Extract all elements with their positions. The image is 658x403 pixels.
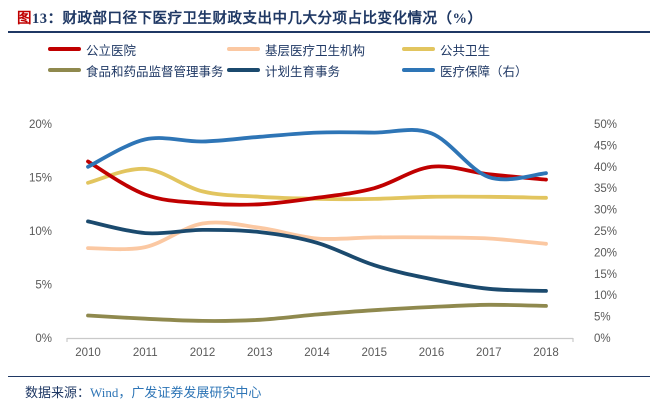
legend-swatch bbox=[402, 67, 435, 73]
legend-item-food-drug-admin: 食品和药品监督管理事务 bbox=[48, 62, 224, 79]
legend-item-family-planning: 计划生育事务 bbox=[227, 62, 341, 79]
legend-label: 基层医疗卫生机构 bbox=[265, 43, 366, 58]
series-line-4 bbox=[86, 219, 548, 293]
chart-legend: 公立医院 基层医疗卫生机构 公共卫生 食品和药品监督管理事务 计划生育事务 医疗… bbox=[0, 38, 658, 84]
legend-label: 公共卫生 bbox=[440, 43, 491, 58]
x-axis-tick-label: 2016 bbox=[419, 347, 445, 359]
series-line-5 bbox=[86, 128, 548, 182]
data-source-label: 数据来源： bbox=[25, 385, 91, 400]
right-axis-tick-label: 40% bbox=[594, 162, 617, 174]
data-source-text: Wind，广发证券发展研究中心 bbox=[90, 385, 262, 400]
right-axis-tick-label: 5% bbox=[594, 312, 611, 324]
right-axis-tick-label: 30% bbox=[594, 205, 617, 217]
left-axis-tick-label: 15% bbox=[29, 173, 52, 185]
figure-number: 13： bbox=[32, 11, 63, 27]
left-axis-tick-label: 0% bbox=[35, 333, 52, 345]
legend-label: 公立医院 bbox=[86, 43, 137, 58]
title-divider bbox=[8, 31, 650, 33]
legend-label: 计划生育事务 bbox=[265, 64, 341, 79]
series-line-2 bbox=[86, 166, 548, 202]
right-axis-tick-label: 15% bbox=[594, 269, 617, 281]
legend-swatch bbox=[402, 46, 435, 52]
right-axis-tick-label: 45% bbox=[594, 140, 617, 152]
right-axis-tick-label: 35% bbox=[594, 183, 617, 195]
left-axis-tick-label: 20% bbox=[29, 119, 52, 131]
footer-divider bbox=[8, 376, 650, 377]
left-axis-tick-label: 10% bbox=[29, 226, 52, 238]
x-axis-tick-label: 2012 bbox=[190, 347, 216, 359]
right-axis-tick-label: 10% bbox=[594, 290, 617, 302]
left-axis-tick-label: 5% bbox=[35, 280, 52, 292]
x-axis-tick-label: 2018 bbox=[533, 347, 559, 359]
right-axis-tick-label: 0% bbox=[594, 333, 611, 345]
x-axis-tick-label: 2014 bbox=[304, 347, 330, 359]
legend-swatch bbox=[48, 46, 81, 52]
x-axis-tick-label: 2011 bbox=[133, 347, 158, 359]
x-axis-tick-label: 2015 bbox=[361, 347, 387, 359]
legend-label: 食品和药品监督管理事务 bbox=[86, 64, 224, 79]
legend-item-public-hospital: 公立医院 bbox=[48, 41, 137, 58]
x-axis-tick-label: 2017 bbox=[476, 347, 502, 359]
legend-item-medical-insurance: 医疗保障（右） bbox=[402, 62, 528, 79]
legend-swatch bbox=[48, 67, 81, 73]
legend-item-public-health: 公共卫生 bbox=[402, 41, 491, 58]
legend-label: 医疗保障（右） bbox=[440, 64, 528, 79]
figure-title: 图13：财政部口径下医疗卫生财政支出中几大分项占比变化情况（%） bbox=[17, 7, 483, 28]
right-axis-tick-label: 50% bbox=[594, 119, 617, 131]
figure-number-prefix: 图 bbox=[17, 11, 32, 27]
figure-title-text: 财政部口径下医疗卫生财政支出中几大分项占比变化情况（%） bbox=[62, 11, 483, 27]
series-line-3 bbox=[86, 302, 548, 323]
data-source: 数据来源：Wind，广发证券发展研究中心 bbox=[25, 382, 261, 401]
x-axis-tick-label: 2013 bbox=[247, 347, 273, 359]
legend-item-grassroots-medical: 基层医疗卫生机构 bbox=[227, 41, 366, 58]
legend-swatch bbox=[227, 67, 260, 73]
series-line-1 bbox=[86, 220, 548, 252]
x-axis-tick-label: 2010 bbox=[75, 347, 101, 359]
series-line-0 bbox=[86, 159, 548, 207]
legend-swatch bbox=[227, 46, 260, 52]
right-axis-tick-label: 20% bbox=[594, 247, 617, 259]
right-axis-tick-label: 25% bbox=[594, 226, 617, 238]
